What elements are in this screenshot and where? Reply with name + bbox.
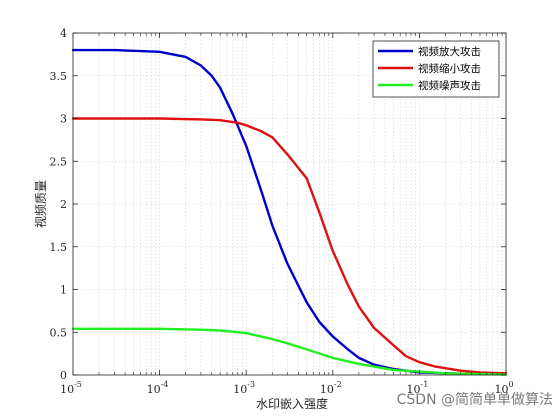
x-tick-label: 10-5 [60, 380, 82, 396]
y-tick-label: 3.5 [50, 70, 68, 83]
y-tick-labels: 0 0.5 1 1.5 2 2.5 3 3.5 4 [50, 27, 68, 382]
x-tick-label: 10-4 [147, 380, 169, 396]
legend-entry-label: 视频放大攻击 [418, 45, 481, 58]
x-tick-label-exponent: -5 [74, 380, 82, 389]
x-tick-label-base: 10 [147, 383, 161, 396]
x-tick-label-base: 10 [494, 383, 508, 396]
x-tick-label-exponent: -3 [247, 380, 255, 389]
series-lines [71, 48, 508, 376]
y-axis-label: 视频质量 [33, 180, 48, 228]
x-tick-label-base: 10 [60, 383, 74, 396]
axis-ticks [72, 32, 507, 376]
watermark-text: CSDN @简简单单做算法 [397, 391, 553, 408]
y-tick-label: 2.5 [50, 155, 68, 168]
series-line-1 [71, 48, 508, 376]
y-tick-label: 3 [60, 113, 67, 126]
x-tick-label-base: 10 [320, 383, 334, 396]
x-tick-label-exponent: -4 [161, 380, 169, 389]
x-tick-label-exponent: -1 [421, 380, 429, 389]
y-tick-label: 0.5 [50, 326, 68, 339]
legend-entry-label: 视频缩小攻击 [418, 62, 481, 75]
x-tick-label-base: 10 [407, 383, 421, 396]
x-axis-label: 水印嵌入强度 [256, 396, 328, 411]
y-tick-label: 1.5 [50, 241, 68, 254]
x-tick-label: 10-3 [233, 380, 255, 396]
x-tick-label-exponent: 0 [508, 380, 513, 389]
x-tick-label-base: 10 [233, 383, 247, 396]
x-tick-label: 100 [494, 380, 513, 396]
series-line-3 [71, 327, 508, 376]
y-tick-label: 2 [60, 198, 67, 211]
y-tick-label: 4 [60, 27, 67, 40]
y-tick-label: 1 [60, 284, 67, 297]
x-tick-label-exponent: -2 [334, 380, 342, 389]
legend-entry-label: 视频噪声攻击 [418, 79, 481, 92]
x-tick-labels: 10-5 10-4 10-3 10-2 10-1 100 [60, 380, 513, 396]
series-line-2 [71, 117, 508, 375]
x-tick-label: 10-1 [407, 380, 429, 396]
y-tick-label: 0 [60, 369, 67, 382]
x-tick-label: 10-2 [320, 380, 342, 396]
